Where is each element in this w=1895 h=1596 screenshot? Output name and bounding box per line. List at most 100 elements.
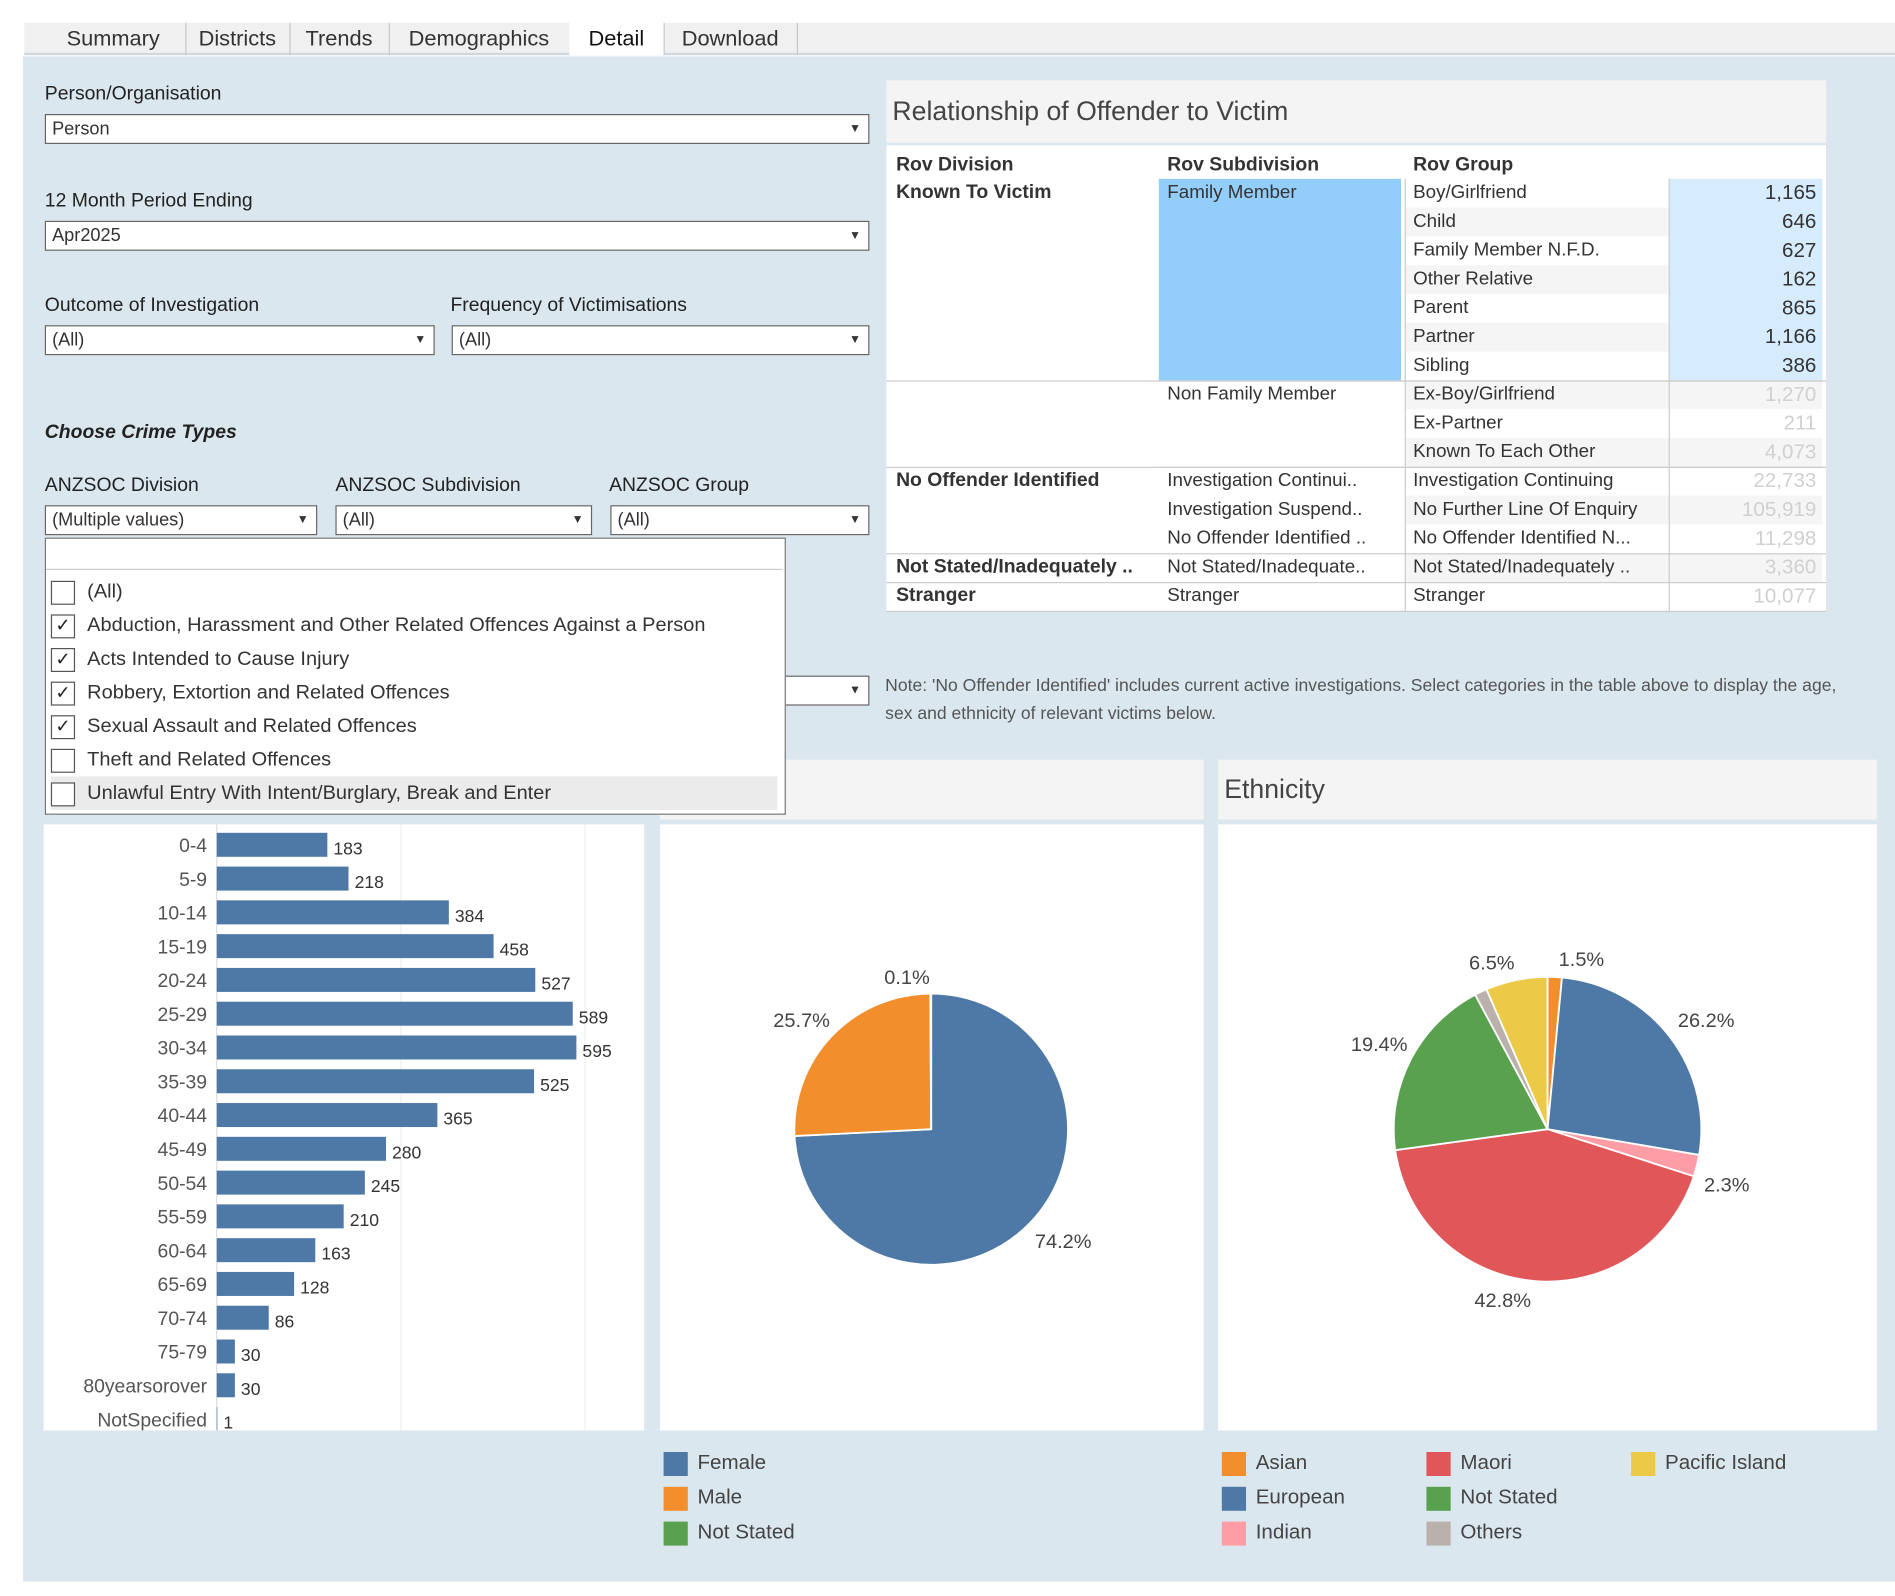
- division-option[interactable]: ✓ Acts Intended to Cause Injury: [50, 642, 778, 676]
- hidden-filter-dropdown[interactable]: ▼: [774, 675, 870, 706]
- division-option[interactable]: Theft and Related Offences: [50, 743, 778, 777]
- division-option[interactable]: ✓ Abduction, Harassment and Other Related…: [50, 608, 778, 642]
- sex-legend-item[interactable]: Female: [663, 1450, 766, 1476]
- rov-group-cell[interactable]: Investigation Continuing: [1413, 470, 1614, 491]
- rov-subdivision-cell[interactable]: Family Member: [1167, 182, 1297, 203]
- rov-value-cell[interactable]: 386: [1781, 354, 1817, 377]
- division-option[interactable]: (All): [50, 575, 778, 609]
- age-bar[interactable]: [216, 1204, 344, 1229]
- anzsoc-group-dropdown[interactable]: (All) ▼: [610, 505, 870, 536]
- sex-legend-item[interactable]: Not Stated: [663, 1519, 795, 1546]
- rov-division-cell[interactable]: Not Stated/Inadequately ..: [896, 556, 1133, 578]
- age-bar[interactable]: [216, 1305, 269, 1330]
- age-bar[interactable]: [216, 1001, 573, 1026]
- rov-value-cell[interactable]: 10,077: [1753, 584, 1817, 608]
- rov-value-cell[interactable]: 627: [1781, 238, 1817, 262]
- rov-value-cell[interactable]: 1,270: [1764, 382, 1817, 406]
- pie-slice[interactable]: [1546, 976, 1703, 1156]
- rov-group-cell[interactable]: Family Member N.F.D.: [1413, 240, 1600, 261]
- checkbox-icon[interactable]: [50, 748, 76, 773]
- checkbox-icon[interactable]: ✓: [50, 648, 76, 672]
- rov-group-cell[interactable]: Known To Each Other: [1413, 441, 1596, 463]
- age-bar[interactable]: [216, 967, 536, 992]
- age-bar[interactable]: [216, 1103, 438, 1128]
- age-bar[interactable]: [216, 866, 349, 891]
- period-dropdown[interactable]: Apr2025 ▼: [44, 220, 870, 251]
- age-bar[interactable]: [216, 1339, 235, 1364]
- division-option[interactable]: ✓ Sexual Assault and Related Offences: [50, 709, 778, 743]
- ethnicity-legend-item[interactable]: Not Stated: [1426, 1484, 1558, 1511]
- tab-trends[interactable]: Trends: [289, 22, 390, 56]
- pie-slice[interactable]: [929, 992, 933, 1130]
- rov-group-cell[interactable]: Partner: [1413, 326, 1475, 347]
- anzsoc-division-dropdown[interactable]: (Multiple values) ▼: [44, 505, 318, 536]
- rov-group-cell[interactable]: No Further Line Of Enquiry: [1413, 499, 1638, 520]
- age-bar[interactable]: [216, 1170, 365, 1195]
- rov-group-cell[interactable]: Ex-Boy/Girlfriend: [1413, 384, 1555, 405]
- checkbox-icon[interactable]: ✓: [50, 715, 76, 740]
- rov-group-cell[interactable]: Ex-Partner: [1413, 412, 1503, 434]
- rov-value-cell[interactable]: 865: [1781, 296, 1817, 320]
- ethnicity-legend-item[interactable]: Maori: [1426, 1450, 1512, 1476]
- sex-legend-item[interactable]: Male: [663, 1484, 742, 1511]
- checkbox-icon[interactable]: [50, 782, 76, 807]
- division-option[interactable]: ✓ Robbery, Extortion and Related Offences: [50, 676, 778, 710]
- checkbox-icon[interactable]: ✓: [50, 614, 76, 639]
- rov-value-cell[interactable]: 646: [1781, 210, 1817, 233]
- age-bar[interactable]: [216, 1069, 535, 1094]
- rov-subdivision-cell[interactable]: Not Stated/Inadequate..: [1167, 556, 1366, 578]
- rov-subdivision-cell[interactable]: Stranger: [1167, 585, 1240, 606]
- rov-division-cell[interactable]: Known To Victim: [896, 182, 1052, 203]
- checkbox-icon[interactable]: ✓: [50, 681, 76, 706]
- ethnicity-legend-item[interactable]: Others: [1426, 1519, 1522, 1546]
- tab-districts[interactable]: Districts: [185, 22, 291, 56]
- age-bar[interactable]: [216, 1373, 235, 1398]
- rov-subdivision-cell[interactable]: Investigation Continui..: [1167, 470, 1358, 491]
- rov-group-cell[interactable]: No Offender Identified N...: [1413, 528, 1631, 549]
- rov-group-cell[interactable]: Sibling: [1413, 355, 1470, 376]
- checkbox-icon[interactable]: [50, 580, 76, 605]
- rov-value-cell[interactable]: 11,298: [1754, 526, 1817, 550]
- rov-value-cell[interactable]: 3,360: [1764, 555, 1817, 579]
- pie-slice[interactable]: [1394, 1128, 1695, 1283]
- pie-slice[interactable]: [793, 992, 933, 1137]
- rov-subdivision-cell[interactable]: No Offender Identified ..: [1167, 528, 1367, 549]
- rov-value-cell[interactable]: 4,073: [1764, 440, 1817, 464]
- rov-group-cell[interactable]: Child: [1413, 211, 1456, 232]
- rov-group-cell[interactable]: Parent: [1413, 297, 1469, 318]
- rov-value-cell[interactable]: 162: [1781, 267, 1817, 291]
- age-bar[interactable]: [216, 900, 449, 925]
- tab-detail[interactable]: Detail: [569, 22, 665, 56]
- anzsoc-subdivision-dropdown[interactable]: (All) ▼: [335, 505, 593, 536]
- menu-search-field[interactable]: [46, 539, 783, 570]
- ethnicity-legend-item[interactable]: Pacific Island: [1631, 1450, 1786, 1476]
- rov-group-cell[interactable]: Other Relative: [1413, 268, 1534, 290]
- ethnicity-legend-item[interactable]: Indian: [1221, 1519, 1312, 1546]
- age-bar[interactable]: [216, 1035, 577, 1060]
- rov-group-cell[interactable]: Not Stated/Inadequately ..: [1413, 556, 1631, 578]
- pie-slice[interactable]: [1485, 975, 1549, 1130]
- ethnicity-legend-item[interactable]: European: [1221, 1484, 1345, 1511]
- rov-value-cell[interactable]: 211: [1783, 411, 1817, 435]
- tab-download[interactable]: Download: [664, 22, 798, 56]
- ethnicity-legend-item[interactable]: Asian: [1221, 1450, 1307, 1476]
- age-bar[interactable]: [216, 934, 494, 959]
- rov-value-cell[interactable]: 1,165: [1764, 181, 1817, 205]
- age-bar[interactable]: [216, 832, 328, 857]
- rov-value-cell[interactable]: 22,733: [1753, 469, 1817, 493]
- age-bar[interactable]: [216, 1136, 386, 1161]
- frequency-dropdown[interactable]: (All) ▼: [451, 325, 870, 356]
- division-option[interactable]: Unlawful Entry With Intent/Burglary, Bre…: [50, 776, 778, 811]
- rov-group-cell[interactable]: Stranger: [1413, 585, 1486, 606]
- rov-subdivision-cell[interactable]: Non Family Member: [1167, 384, 1337, 405]
- age-bar[interactable]: [216, 1271, 295, 1296]
- pie-slice[interactable]: [1392, 993, 1549, 1152]
- outcome-dropdown[interactable]: (All) ▼: [44, 325, 435, 356]
- age-bar[interactable]: [216, 1407, 218, 1432]
- tab-summary[interactable]: Summary: [41, 22, 187, 56]
- tab-demographics[interactable]: Demographics: [389, 22, 571, 56]
- person-org-dropdown[interactable]: Person ▼: [44, 114, 870, 144]
- rov-group-cell[interactable]: Boy/Girlfriend: [1413, 182, 1527, 203]
- rov-division-cell[interactable]: No Offender Identified: [896, 470, 1100, 491]
- rov-value-cell[interactable]: 1,166: [1764, 325, 1817, 348]
